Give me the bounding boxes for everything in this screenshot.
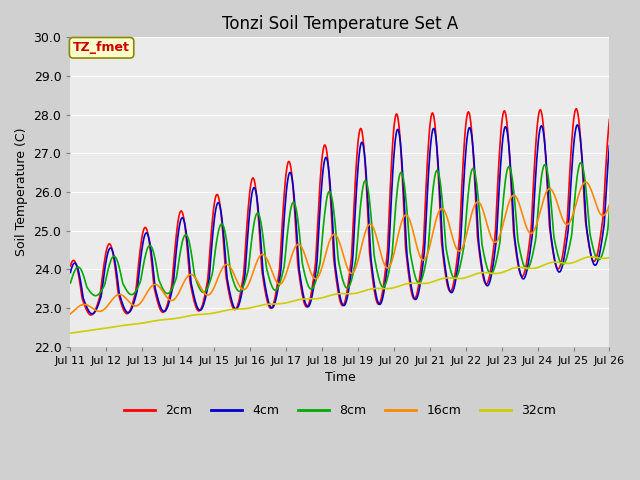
4cm	[406, 276, 414, 282]
2cm	[67, 263, 74, 269]
Line: 2cm: 2cm	[70, 109, 609, 315]
32cm	[215, 309, 223, 315]
32cm	[186, 312, 194, 318]
32cm	[76, 329, 84, 335]
4cm	[67, 270, 74, 276]
16cm	[67, 311, 74, 317]
32cm	[406, 280, 413, 286]
Line: 32cm: 32cm	[70, 257, 609, 333]
2cm	[87, 312, 95, 318]
4cm	[422, 222, 429, 228]
16cm	[186, 272, 194, 277]
2cm	[216, 200, 223, 205]
4cm	[132, 291, 140, 297]
Line: 8cm: 8cm	[70, 163, 609, 296]
32cm	[132, 321, 140, 327]
16cm	[421, 256, 429, 262]
8cm	[605, 207, 613, 213]
32cm	[421, 281, 429, 287]
Line: 16cm: 16cm	[70, 182, 609, 314]
16cm	[605, 202, 613, 207]
32cm	[605, 254, 613, 260]
8cm	[76, 265, 84, 271]
16cm	[406, 216, 413, 222]
4cm	[573, 122, 581, 128]
8cm	[406, 249, 414, 254]
Legend: 2cm, 4cm, 8cm, 16cm, 32cm: 2cm, 4cm, 8cm, 16cm, 32cm	[119, 399, 561, 422]
4cm	[88, 311, 96, 317]
32cm	[587, 254, 595, 260]
X-axis label: Time: Time	[324, 372, 355, 384]
32cm	[67, 330, 74, 336]
4cm	[216, 202, 223, 208]
Text: TZ_fmet: TZ_fmet	[73, 41, 130, 54]
2cm	[422, 190, 429, 196]
2cm	[573, 106, 580, 112]
2cm	[406, 282, 414, 288]
2cm	[132, 283, 140, 289]
16cm	[215, 273, 223, 278]
8cm	[216, 224, 223, 230]
4cm	[605, 143, 613, 148]
8cm	[188, 249, 195, 255]
Line: 4cm: 4cm	[70, 125, 609, 314]
2cm	[188, 285, 195, 290]
2cm	[605, 117, 613, 122]
16cm	[132, 303, 140, 309]
2cm	[76, 282, 84, 288]
Title: Tonzi Soil Temperature Set A: Tonzi Soil Temperature Set A	[222, 15, 458, 33]
4cm	[188, 280, 195, 286]
8cm	[422, 260, 429, 266]
16cm	[582, 179, 589, 185]
16cm	[76, 303, 84, 309]
8cm	[577, 160, 585, 166]
8cm	[132, 288, 140, 293]
8cm	[67, 280, 74, 286]
8cm	[92, 293, 100, 299]
4cm	[76, 276, 84, 282]
Y-axis label: Soil Temperature (C): Soil Temperature (C)	[15, 128, 28, 256]
